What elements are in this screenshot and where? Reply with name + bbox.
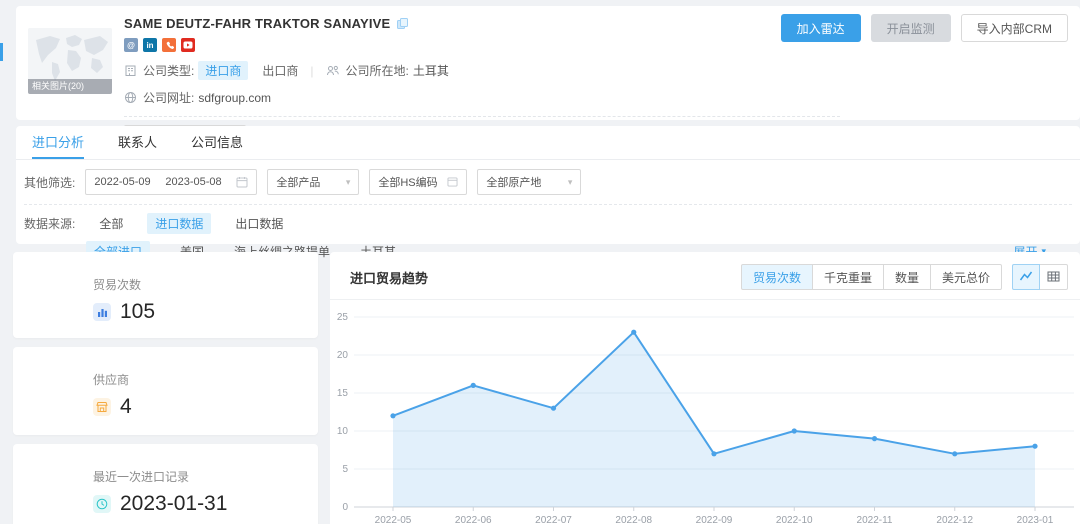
date-start-value: 2022-05-09 xyxy=(94,176,151,188)
metric-button-trade-count[interactable]: 贸易次数 xyxy=(740,264,813,290)
linkedin-icon[interactable]: in xyxy=(143,38,157,52)
window-icon xyxy=(447,177,458,187)
metric-button-quantity[interactable]: 数量 xyxy=(883,264,931,290)
phone-icon[interactable] xyxy=(162,38,176,52)
import-trend-chart: 0 5 10 15 20 25 2022-05 2022-06 2022-07 2022-08 20… xyxy=(330,304,1080,524)
divider xyxy=(24,204,1072,205)
import-crm-button[interactable]: 导入内部CRM xyxy=(960,14,1068,42)
table-icon xyxy=(1047,270,1060,285)
people-icon xyxy=(326,65,339,76)
stat-value-trade-count: 105 xyxy=(120,300,156,323)
stat-card-trade-count: 贸易次数 105 xyxy=(13,252,318,338)
data-source-label: 数据来源: xyxy=(24,217,76,231)
location-label: 公司所在地: xyxy=(345,64,409,78)
sidebar-accent-bar xyxy=(0,43,3,61)
chevron-down-icon: ▾ xyxy=(567,176,573,187)
location-value: 土耳其 xyxy=(412,64,449,78)
building-icon xyxy=(125,65,136,76)
filter-row: 其他筛选: 2022-05-09 2023-05-08 全部产品 ▾ 全部HS编… xyxy=(16,160,1080,195)
divider: | xyxy=(310,63,314,78)
svg-text:2022-07: 2022-07 xyxy=(535,515,572,524)
enable-monitoring-button[interactable]: 开启监测 xyxy=(870,14,951,42)
date-range-picker[interactable]: 2022-05-09 2023-05-08 xyxy=(85,169,258,195)
website-value[interactable]: sdfgroup.com xyxy=(198,90,272,105)
data-source-options: 全部 进口数据 出口数据 xyxy=(99,213,283,234)
metric-button-usd-total[interactable]: 美元总价 xyxy=(930,264,1002,290)
svg-text:2022-10: 2022-10 xyxy=(776,515,813,524)
line-chart-view-button[interactable] xyxy=(1012,264,1040,290)
chart-title: 进口贸易趋势 xyxy=(350,270,429,286)
stats-column: 贸易次数 105 供应商 4 最近一次进口记录 2023-01-31 xyxy=(13,252,318,524)
stat-value-suppliers: 4 xyxy=(120,395,132,418)
company-name: SAME DEUTZ-FAHR TRAKTOR SANAYIVE xyxy=(124,16,391,31)
tab-bar: 进口分析 联系人 公司信息 xyxy=(16,126,1080,160)
company-type-exporter-tag[interactable]: 出口商 xyxy=(262,64,299,78)
youtube-icon[interactable] xyxy=(181,38,195,52)
divider xyxy=(124,116,840,117)
at-icon[interactable]: @ xyxy=(124,38,138,52)
table-view-button[interactable] xyxy=(1040,264,1068,290)
svg-text:2022-08: 2022-08 xyxy=(615,515,652,524)
svg-text:25: 25 xyxy=(337,312,349,323)
tab-contacts[interactable]: 联系人 xyxy=(118,135,158,150)
chevron-down-icon: ▾ xyxy=(1041,246,1046,256)
origin-select-value: 全部原产地 xyxy=(486,177,542,189)
source-option-import-data[interactable]: 进口数据 xyxy=(147,213,212,234)
stat-label-trade-count: 贸易次数 xyxy=(93,278,142,292)
company-info: SAME DEUTZ-FAHR TRAKTOR SANAYIVE @ in 公司类… xyxy=(124,16,840,149)
stat-card-suppliers: 供应商 4 xyxy=(13,347,318,435)
related-images-count-label: 相关图片(20) xyxy=(28,79,112,94)
svg-text:10: 10 xyxy=(337,426,349,437)
svg-text:2022-12: 2022-12 xyxy=(936,515,973,524)
date-end-value: 2023-05-08 xyxy=(165,176,222,188)
copy-icon[interactable] xyxy=(396,17,409,30)
website-label: 公司网址: xyxy=(143,91,195,105)
tab-company-info[interactable]: 公司信息 xyxy=(191,135,244,150)
data-source-row: 数据来源: 全部 进口数据 出口数据 xyxy=(24,213,1072,234)
hs-code-value: 全部HS编码 xyxy=(378,177,438,189)
company-related-images-thumbnail[interactable]: 相关图片(20) xyxy=(28,28,112,94)
svg-text:5: 5 xyxy=(342,464,348,475)
other-filters-label: 其他筛选: xyxy=(24,175,76,190)
svg-text:15: 15 xyxy=(337,388,349,399)
chart-header: 进口贸易趋势 贸易次数 千克重量 数量 美元总价 xyxy=(330,252,1080,300)
stat-label-last-import-record: 最近一次进口记录 xyxy=(93,470,190,484)
stat-label-suppliers: 供应商 xyxy=(93,373,130,387)
company-header-card: 相关图片(20) SAME DEUTZ-FAHR TRAKTOR SANAYIV… xyxy=(16,6,1080,149)
header-actions: 加入雷达 开启监测 导入内部CRM xyxy=(780,14,1068,42)
origin-select[interactable]: 全部原产地 ▾ xyxy=(477,169,582,195)
view-button-group xyxy=(1012,264,1068,290)
svg-text:2023-01: 2023-01 xyxy=(1017,515,1054,524)
social-icons: @ in xyxy=(124,38,840,52)
area-chart-svg: 0 5 10 15 20 25 2022-05 2022-06 2022-07 2022-08 20… xyxy=(337,312,1074,524)
company-type-label: 公司类型: xyxy=(143,64,195,78)
metric-button-kg-weight[interactable]: 千克重量 xyxy=(812,264,884,290)
product-select-value: 全部产品 xyxy=(276,177,321,189)
tab-import-analysis[interactable]: 进口分析 xyxy=(32,126,85,159)
stat-card-last-import-record: 最近一次进口记录 2023-01-31 xyxy=(13,444,318,524)
store-icon xyxy=(93,398,111,416)
svg-text:20: 20 xyxy=(337,350,349,361)
analysis-tabs-card: 进口分析 联系人 公司信息 其他筛选: 2022-05-09 2023-05-08 … xyxy=(16,126,1080,262)
product-select[interactable]: 全部产品 ▾ xyxy=(267,169,360,195)
company-type-importer-tag[interactable]: 进口商 xyxy=(198,61,249,80)
chevron-down-icon: ▾ xyxy=(345,176,351,187)
globe-icon xyxy=(125,92,136,103)
svg-text:2022-06: 2022-06 xyxy=(455,515,492,524)
stat-value-last-import-record: 2023-01-31 xyxy=(120,492,228,515)
metric-button-group: 贸易次数 千克重量 数量 美元总价 xyxy=(740,264,1002,290)
source-option-all[interactable]: 全部 xyxy=(99,217,124,231)
hs-code-select[interactable]: 全部HS编码 xyxy=(369,169,468,195)
svg-text:2022-09: 2022-09 xyxy=(696,515,733,524)
svg-text:2022-11: 2022-11 xyxy=(857,515,893,524)
import-trend-card: 进口贸易趋势 贸易次数 千克重量 数量 美元总价 0 5 10 15 20 25 2022-05 2… xyxy=(330,252,1080,524)
bar-chart-icon xyxy=(93,303,111,321)
add-to-radar-button[interactable]: 加入雷达 xyxy=(780,14,861,42)
source-option-export-data[interactable]: 出口数据 xyxy=(235,217,284,231)
svg-text:0: 0 xyxy=(342,502,348,513)
clock-icon xyxy=(93,495,111,513)
line-chart-icon xyxy=(1019,270,1033,285)
calendar-icon xyxy=(236,177,248,188)
svg-text:2022-05: 2022-05 xyxy=(375,515,412,524)
